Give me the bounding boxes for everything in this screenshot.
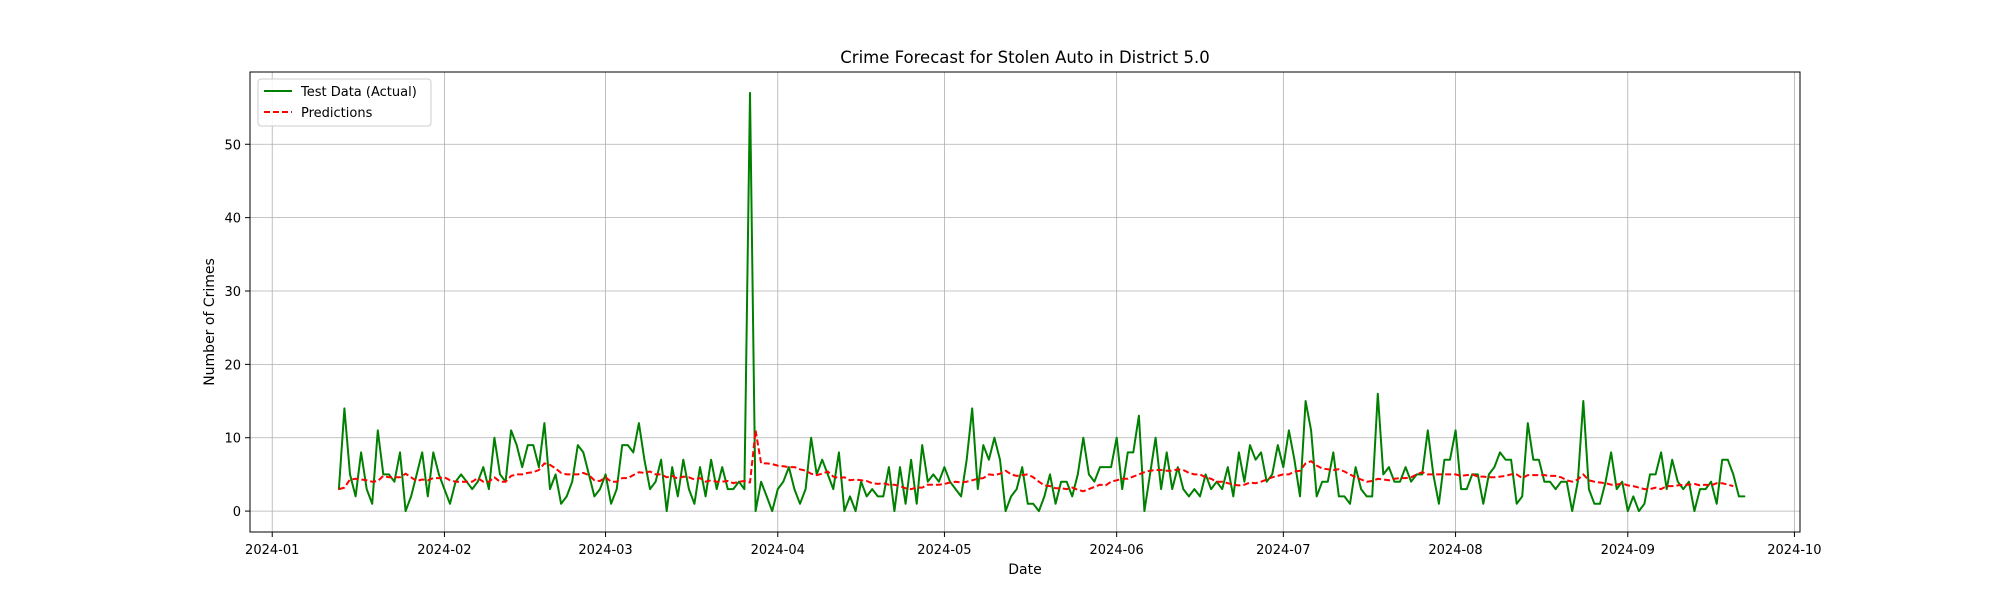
chart-title: Crime Forecast for Stolen Auto in Distri… bbox=[840, 48, 1209, 67]
legend-label-predictions: Predictions bbox=[301, 106, 373, 121]
y-tick-label: 30 bbox=[224, 285, 241, 300]
x-tick-label: 2024-07 bbox=[1256, 543, 1310, 558]
y-tick-label: 40 bbox=[224, 212, 241, 227]
x-tick-label: 2024-05 bbox=[917, 543, 971, 558]
y-axis-label: Number of Crimes bbox=[202, 258, 218, 386]
y-tick-label: 50 bbox=[224, 138, 241, 153]
y-tick-label: 0 bbox=[233, 505, 241, 520]
series-line-predictions bbox=[338, 429, 1734, 493]
x-tick-label: 2024-10 bbox=[1767, 543, 1821, 558]
x-tick-label: 2024-01 bbox=[245, 543, 299, 558]
grid bbox=[250, 72, 1800, 532]
plot-area-frame bbox=[249, 71, 1801, 533]
legend: Test Data (Actual) Predictions bbox=[257, 78, 432, 127]
x-tick-label: 2024-06 bbox=[1090, 543, 1144, 558]
x-axis-label: Date bbox=[1008, 562, 1041, 578]
legend-box bbox=[257, 78, 432, 127]
x-tick-label: 2024-02 bbox=[417, 543, 471, 558]
tick-layer: 2024-01 2024-02 2024-03 2024-04 2024-05 2024-… bbox=[224, 138, 1821, 558]
x-tick-label: 2024-09 bbox=[1601, 543, 1655, 558]
series-layer bbox=[337, 91, 1746, 513]
x-tick-label: 2024-04 bbox=[751, 543, 805, 558]
y-tick-label: 10 bbox=[224, 432, 241, 447]
series-line-actual bbox=[337, 91, 1746, 513]
y-tick-label: 20 bbox=[224, 358, 241, 373]
x-tick-label: 2024-03 bbox=[578, 543, 632, 558]
x-tick-label: 2024-08 bbox=[1428, 543, 1482, 558]
legend-label-actual: Test Data (Actual) bbox=[300, 85, 417, 100]
